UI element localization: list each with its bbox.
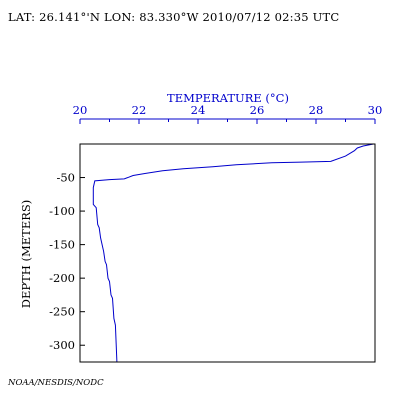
- series-group: [92, 143, 374, 363]
- header-coordinates: LAT: 26.141°'N LON: 83.330°W 2010/07/12 …: [8, 10, 340, 24]
- x-tick-label: 28: [309, 103, 324, 117]
- y-axis: -50 -100 -150 -200 -250 -300: [49, 171, 85, 352]
- credit-label: NOAA/NESDIS/NODC: [8, 378, 104, 388]
- plot-frame: [79, 143, 376, 363]
- series-line-0: [92, 143, 374, 363]
- x-tick-label: 26: [250, 103, 265, 117]
- y-tick-label: -300: [49, 338, 75, 352]
- x-axis-label: TEMPERATURE (°C): [167, 91, 289, 105]
- y-tick-label: -250: [49, 305, 75, 319]
- x-axis: 20 22 24 26 28 30: [73, 103, 383, 124]
- y-tick-label: -50: [56, 171, 75, 185]
- x-tick-label: 20: [73, 103, 88, 117]
- y-axis-label: DEPTH (METERS): [19, 200, 33, 308]
- y-tick-label: -100: [49, 204, 75, 218]
- y-tick-label: -150: [49, 238, 75, 252]
- x-tick-label: 22: [132, 103, 147, 117]
- x-tick-label: 24: [191, 103, 206, 117]
- x-tick-label: 30: [368, 103, 383, 117]
- y-tick-label: -200: [49, 271, 75, 285]
